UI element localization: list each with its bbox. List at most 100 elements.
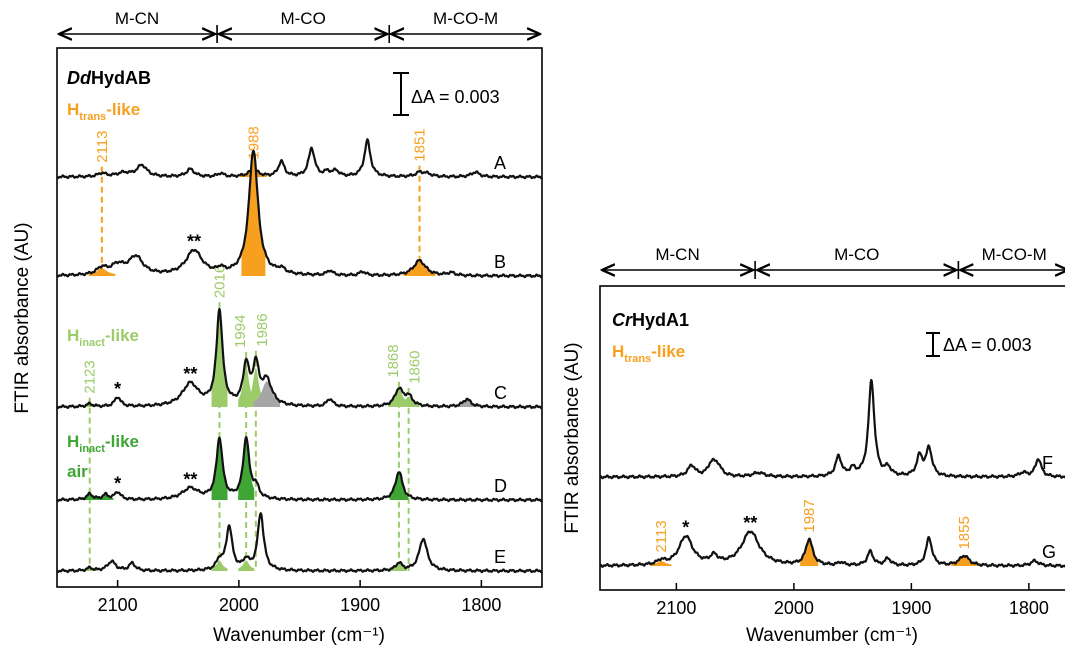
state-label-main: H — [612, 342, 624, 361]
region-m-co: M-CO — [754, 245, 956, 279]
series-trace-F — [599, 378, 1065, 480]
region-label: M-CN — [115, 9, 159, 28]
panel-right-title: CrHydA1 — [612, 310, 689, 330]
panel-left-ticks: 2100 2000 1900 1800 — [98, 580, 501, 615]
panel-left-frame — [56, 47, 543, 588]
series-label-A: A — [494, 153, 506, 173]
series-label-C: C — [494, 383, 507, 403]
marker-label-1868: 1868 — [385, 344, 402, 377]
panel-left-title: DdHydAB — [67, 68, 151, 88]
peak-fill-2016 — [211, 560, 228, 571]
scale-bar-label: ΔA = 0.003 — [943, 335, 1032, 355]
state-label-suffix: -like — [106, 100, 140, 119]
state-label-suffix: -like — [105, 432, 139, 451]
marker-label-2113: 2113 — [94, 130, 111, 162]
panel-left-title-rest: HydAB — [91, 68, 151, 88]
panel-right-scale-bar: ΔA = 0.003 — [926, 332, 1032, 357]
series-trace-B — [56, 149, 543, 279]
panel-left-ylabel: FTIR absorbance (AU) — [12, 222, 33, 413]
panel-left-regions: M-CN M-CO M-CO-M — [59, 9, 540, 43]
peak-fill-2016 — [211, 311, 228, 407]
star-annotation: ** — [743, 513, 757, 533]
peak-label-1855: 1855 — [956, 516, 973, 549]
panel-left-xlabel: Wavenumber (cm⁻¹) — [213, 625, 385, 646]
panel-left-annotations: ****** ** — [114, 232, 201, 494]
series-label-G: G — [1042, 542, 1056, 562]
panel-left: FTIR absorbance (AU) Wavenumber (cm⁻¹) D… — [12, 9, 543, 646]
panel-right-series: FG — [599, 378, 1065, 569]
state-label-sub: trans — [624, 353, 651, 365]
x-tick-label: 2000 — [774, 598, 814, 618]
svg-text:Htrans-like: Htrans-like — [612, 342, 685, 365]
panel-right: FTIR absorbance (AU) Wavenumber (cm⁻¹) C… — [562, 245, 1065, 646]
series-trace-A — [56, 138, 543, 180]
panel-left-series: A B C D E — [56, 138, 543, 574]
region-label: M-CO-M — [982, 245, 1047, 264]
state-label-sub: trans — [79, 111, 106, 123]
state-label-sub: inact — [79, 443, 105, 455]
star-annotation: * — [114, 474, 121, 494]
x-tick-label: 1900 — [891, 598, 931, 618]
peak-fill-1977 — [253, 381, 281, 407]
series-label-B: B — [494, 252, 506, 272]
x-tick-label: 1800 — [1009, 598, 1049, 618]
svg-text:Htrans-like: Htrans-like — [67, 100, 140, 123]
peak-fill-1868 — [389, 471, 409, 500]
peak-fill-1851 — [403, 260, 436, 276]
svg-text:Hinact-like: Hinact-like — [67, 326, 139, 349]
svg-text:Hinact-like: Hinact-like — [67, 432, 139, 455]
peak-fill-1860 — [398, 396, 420, 407]
panel-right-ylabel: FTIR absorbance (AU) — [562, 342, 583, 533]
panel-right-xlabel: Wavenumber (cm⁻¹) — [746, 625, 918, 646]
state-label-htrans-right: Htrans-like — [612, 342, 685, 365]
marker-label-2016: 2016 — [211, 265, 228, 298]
star-annotation: * — [114, 379, 121, 399]
state-label-main: H — [67, 326, 79, 345]
region-label: M-CO — [280, 9, 325, 28]
marker-label-1860: 1860 — [407, 350, 424, 383]
region-m-co-m: M-CO-M — [957, 245, 1065, 279]
star-annotation: ** — [187, 232, 201, 252]
state-label-suffix: -like — [105, 326, 139, 345]
star-annotation: ** — [183, 469, 197, 489]
series-label-D: D — [494, 476, 507, 496]
series-trace-C — [56, 307, 543, 410]
panel-right-title-italic: Cr — [612, 310, 633, 330]
scale-bar-label: ΔA = 0.003 — [411, 87, 500, 107]
peak-label-2113: 2113 — [653, 520, 670, 552]
region-label: M-CO — [834, 245, 879, 264]
series-trace-G — [599, 530, 1065, 569]
x-tick-label: 2100 — [656, 598, 696, 618]
series-label-E: E — [494, 547, 506, 567]
state-label-suffix: -like — [651, 342, 685, 361]
x-tick-label: 1900 — [340, 595, 380, 615]
series-F: F — [599, 378, 1065, 480]
marker-label-1994: 1994 — [232, 315, 249, 348]
region-label: M-CO-M — [433, 9, 498, 28]
peak-fill-2113 — [88, 268, 116, 276]
state-label-main: H — [67, 432, 79, 451]
peak-fill-2016 — [211, 438, 228, 500]
region-m-co: M-CO — [216, 9, 387, 43]
x-tick-label: 2100 — [98, 595, 138, 615]
peak-label-1987: 1987 — [801, 499, 818, 532]
panel-left-title-italic: Dd — [67, 68, 92, 88]
panel-right-frame — [599, 285, 1065, 591]
region-m-cn: M-CN — [602, 245, 753, 270]
x-tick-label: 1800 — [461, 595, 501, 615]
series-B: B — [56, 149, 543, 279]
peak-fill-1988 — [241, 149, 266, 276]
series-D: D — [56, 436, 543, 503]
state-label-hinact: Hinact-like — [67, 326, 139, 349]
panel-right-title-rest: HydA1 — [632, 310, 689, 330]
panel-left-scale-bar: ΔA = 0.003 — [393, 72, 500, 116]
marker-label-1851: 1851 — [412, 128, 429, 161]
series-trace-D — [56, 436, 543, 503]
state-label-hinact-air: Hinact-like air — [67, 432, 139, 481]
peak-fill-1994 — [238, 438, 255, 500]
series-label-F: F — [1042, 453, 1053, 473]
peak-fill-1987 — [800, 539, 819, 566]
state-label-sub: inact — [79, 337, 105, 349]
